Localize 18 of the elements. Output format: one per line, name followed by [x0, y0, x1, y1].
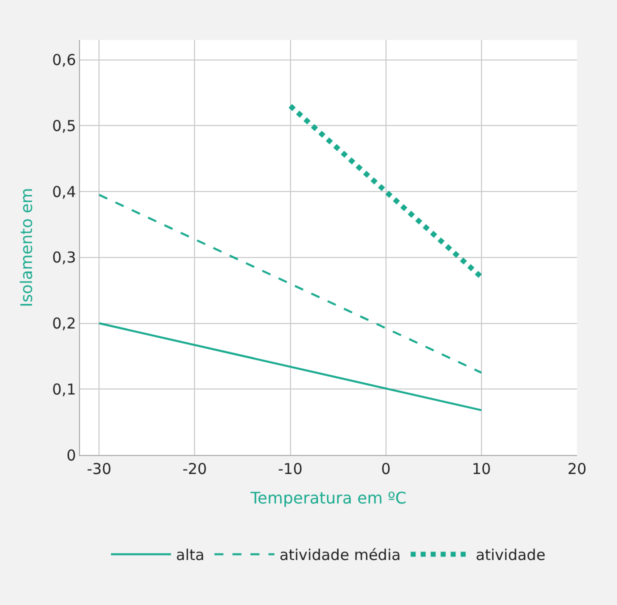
y-tick-label: 0	[66, 446, 76, 464]
x-tick-label: -10	[278, 460, 303, 478]
legend-label: atividade média	[279, 546, 401, 564]
legend-label: alta	[176, 546, 204, 564]
y-tick-label: 0,6	[52, 51, 76, 70]
x-tick-label: 20	[567, 460, 587, 478]
y-tick-label: 0,2	[52, 314, 76, 332]
y-axis-title: Isolamento em	[17, 188, 36, 308]
x-tick-label: 10	[472, 460, 491, 478]
y-tick-label: 0,1	[52, 380, 76, 398]
x-axis-title: Temperatura em ºC	[250, 488, 406, 508]
x-tick-label: -30	[86, 460, 112, 478]
x-tick-label: 0	[381, 460, 391, 478]
x-tick-label: -20	[182, 460, 207, 478]
y-tick-label: 0,3	[52, 248, 76, 267]
legend-label: atividade	[476, 546, 546, 564]
y-tick-label: 0,5	[52, 116, 76, 135]
y-tick-label: 0,4	[52, 182, 76, 201]
